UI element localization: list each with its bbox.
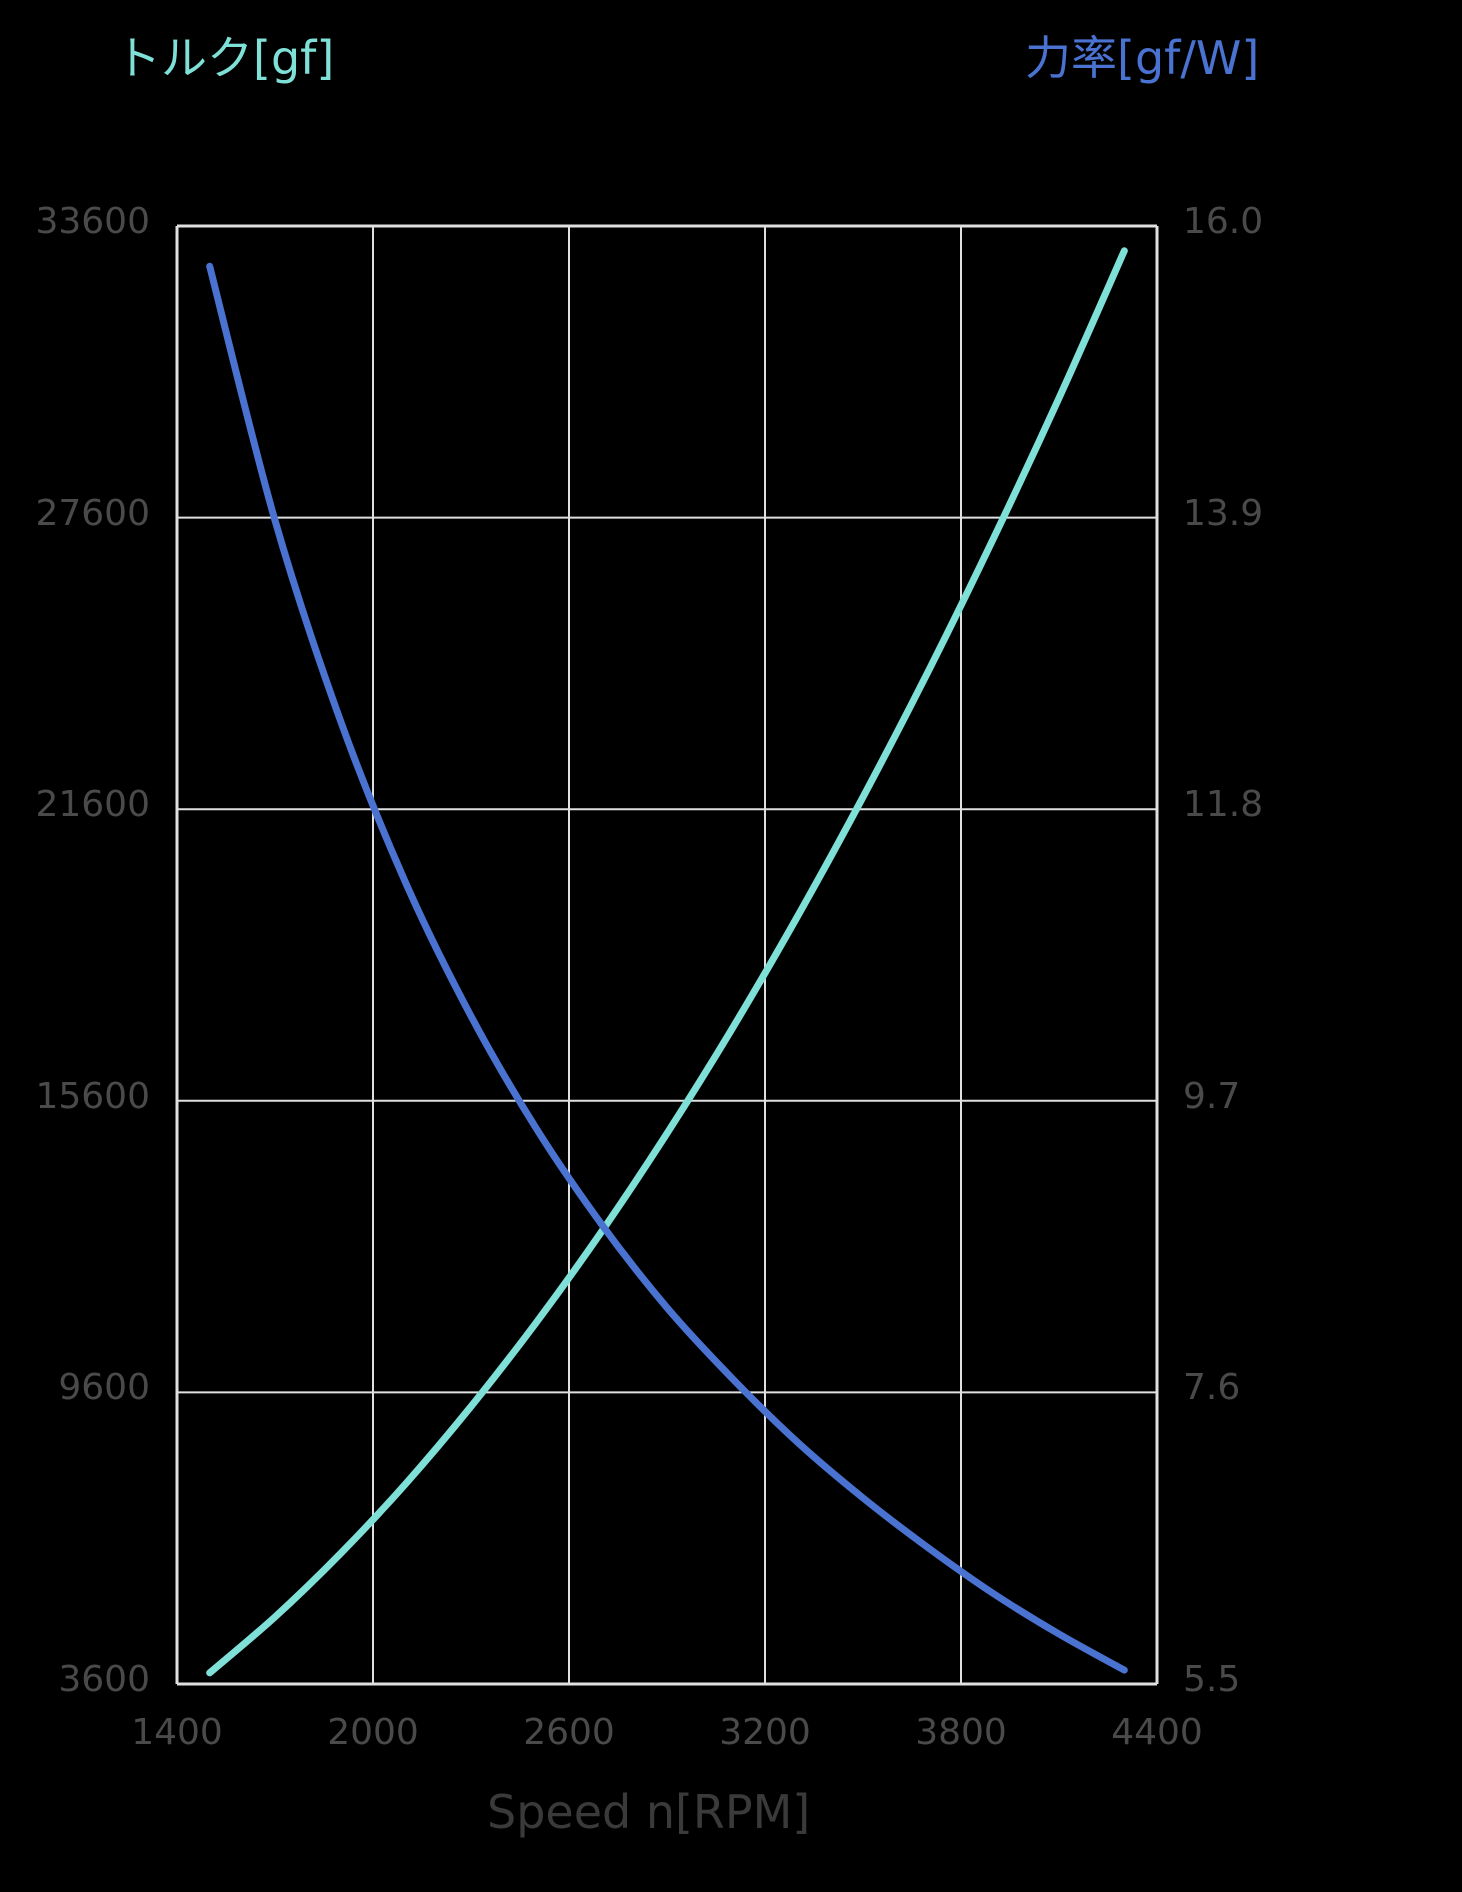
y-right-tick-label: 11.8 xyxy=(1183,784,1264,826)
y-left-tick-label: 27600 xyxy=(35,492,150,534)
y-left-tick-label: 21600 xyxy=(35,784,150,826)
y-left-tick-label: 15600 xyxy=(35,1075,150,1117)
y-right-tick-label: 9.7 xyxy=(1183,1075,1241,1117)
x-tick-label: 1400 xyxy=(131,1712,223,1753)
y-left-tick-label: 3600 xyxy=(58,1659,150,1700)
y-left-tick-label: 33600 xyxy=(35,201,150,242)
x-tick-label: 2000 xyxy=(327,1712,419,1753)
y-right-tick-label: 5.5 xyxy=(1183,1659,1241,1700)
efficiency-line xyxy=(206,262,1128,1674)
x-tick-label: 4400 xyxy=(1111,1712,1203,1753)
y-axis-left-title: トルク[gf] xyxy=(115,31,335,85)
x-axis-title: Speed n[RPM] xyxy=(487,1785,811,1839)
y-axis-right-title: 力率[gf/W] xyxy=(1025,31,1260,85)
y-left-tick-label: 9600 xyxy=(58,1367,150,1409)
x-tick-label: 2600 xyxy=(523,1712,615,1753)
y-right-tick-label: 13.9 xyxy=(1183,492,1264,534)
y-right-tick-label: 16.0 xyxy=(1183,201,1264,242)
y-right-tick-label: 7.6 xyxy=(1183,1367,1241,1409)
grid-lines xyxy=(175,224,1159,1686)
x-tick-label: 3800 xyxy=(915,1712,1007,1753)
x-tick-label: 3200 xyxy=(719,1712,811,1753)
torque-line xyxy=(206,247,1128,1677)
